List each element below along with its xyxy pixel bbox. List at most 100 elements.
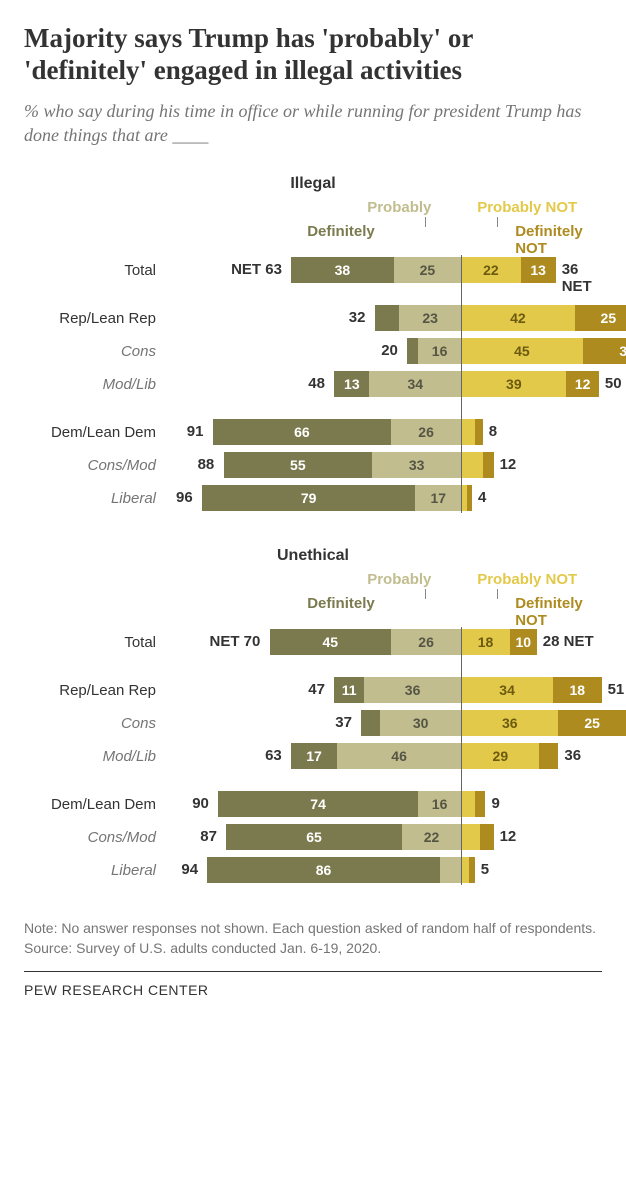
net-right-value: 50 xyxy=(605,375,622,392)
legend: ProbablyProbably NOTDefinitelyDefinitely… xyxy=(24,571,602,623)
chart-row: Cons2016453379 xyxy=(24,336,602,366)
row-label: Rep/Lean Rep xyxy=(24,310,164,327)
bar-segment xyxy=(539,743,558,769)
bar-segment: 10 xyxy=(510,629,537,655)
bar-segment: 46 xyxy=(337,743,461,769)
chart-row: Rep/Lean Rep471136341851 xyxy=(24,675,602,705)
bar-segment xyxy=(361,710,380,736)
row-label: Cons/Mod xyxy=(24,457,164,474)
net-right-value: 12 xyxy=(500,456,517,473)
chart-row: TotalNET 633825221336 NET xyxy=(24,255,602,285)
chart-row: Cons3730362561 xyxy=(24,708,602,738)
net-right-value: 28 NET xyxy=(543,633,594,650)
bar-segment xyxy=(461,857,469,883)
chart-section: IllegalProbablyProbably NOTDefinitelyDef… xyxy=(24,175,602,513)
row-label: Liberal xyxy=(24,862,164,879)
bar-area: 2016453379 xyxy=(164,338,602,364)
row-label: Total xyxy=(24,634,164,651)
bar-segment: 36 xyxy=(461,710,558,736)
bar-area: 88553312 xyxy=(164,452,602,478)
bar-segments: 7917 xyxy=(202,485,472,511)
net-right-value: 36 xyxy=(564,747,581,764)
bar-segment: 65 xyxy=(226,824,402,850)
bar-segment: 18 xyxy=(553,677,602,703)
row-label: Mod/Lib xyxy=(24,748,164,765)
bar-area: 481334391250 xyxy=(164,371,602,397)
bar-area: 6317462936 xyxy=(164,743,602,769)
bar-area: 471136341851 xyxy=(164,677,602,703)
bar-segments: 5533 xyxy=(224,452,494,478)
row-label: Cons xyxy=(24,715,164,732)
net-left-value: 48 xyxy=(308,375,325,392)
bar-segment: 23 xyxy=(399,305,461,331)
bar-segments: 38252213 xyxy=(291,257,556,283)
bar-area: 3730362561 xyxy=(164,710,602,736)
net-right-value: 5 xyxy=(481,861,489,878)
section-title: Unethical xyxy=(24,547,602,565)
bar-segment: 11 xyxy=(334,677,364,703)
bar-segment: 34 xyxy=(461,677,553,703)
bar-area: NET 633825221336 NET xyxy=(164,257,602,283)
bar-segments: 303625 xyxy=(361,710,626,736)
net-left-value: 94 xyxy=(181,861,198,878)
net-right-value: 36 NET xyxy=(562,261,602,295)
legend-definitely: Definitely xyxy=(301,595,381,612)
bar-segment: 29 xyxy=(461,743,539,769)
bar-segment xyxy=(469,857,474,883)
bar-segment: 26 xyxy=(391,629,461,655)
bar-segments: 11363418 xyxy=(334,677,601,703)
legend-probably: Probably xyxy=(361,571,437,588)
rows-container: TotalNET 704526181028 NETRep/Lean Rep471… xyxy=(24,627,602,885)
net-left-value: 32 xyxy=(349,309,366,326)
net-left-value: 87 xyxy=(200,828,217,845)
bar-area: NET 70 45261810 28 NET xyxy=(164,629,602,655)
bar-segment: 18 xyxy=(461,629,510,655)
chart-title: Majority says Trump has 'probably' or 'd… xyxy=(24,22,602,87)
net-left-value: NET 70 xyxy=(210,633,261,650)
legend-tick xyxy=(497,589,498,599)
net-left-value: 96 xyxy=(176,489,193,506)
bar-segment xyxy=(480,824,494,850)
chart-row: Mod/Lib481334391250 xyxy=(24,369,602,399)
bar-segment xyxy=(440,857,462,883)
bar-segment: 45 xyxy=(461,338,583,364)
bar-segment: 55 xyxy=(224,452,373,478)
bar-segment: 16 xyxy=(418,338,461,364)
bar-segment xyxy=(467,485,472,511)
bar-segment: 45 xyxy=(270,629,392,655)
bar-segment: 74 xyxy=(218,791,418,817)
bar-segment: 33 xyxy=(583,338,626,364)
bar-area: 9166268 xyxy=(164,419,602,445)
section-title: Illegal xyxy=(24,175,602,193)
chart-row: Liberal9679174 xyxy=(24,483,602,513)
chart-subtitle: % who say during his time in office or w… xyxy=(24,99,602,148)
chart-row: Cons/Mod88553312 xyxy=(24,450,602,480)
source-text: Source: Survey of U.S. adults conducted … xyxy=(24,939,602,959)
bar-segment: 17 xyxy=(415,485,461,511)
bar-segment: 25 xyxy=(394,257,462,283)
footer-divider xyxy=(24,971,602,972)
net-left-value: 91 xyxy=(187,423,204,440)
net-left-value: 37 xyxy=(335,714,352,731)
bar-segments: 174629 xyxy=(291,743,558,769)
net-right-value: 51 xyxy=(608,681,625,698)
row-label: Rep/Lean Rep xyxy=(24,682,164,699)
bar-segment: 36 xyxy=(364,677,461,703)
bar-area: 9074169 xyxy=(164,791,602,817)
note-block: Note: No answer responses not shown. Eac… xyxy=(24,919,602,958)
net-left-value: 90 xyxy=(192,795,209,812)
rows-container: TotalNET 633825221336 NET Rep/Lean Rep 32 2… xyxy=(24,255,602,513)
bar-segment: 66 xyxy=(213,419,391,445)
center-axis xyxy=(461,627,462,885)
bar-segments: 234225 xyxy=(375,305,626,331)
bar-segment: 25 xyxy=(575,305,626,331)
footer-attribution: PEW RESEARCH CENTER xyxy=(24,982,602,998)
row-label: Dem/Lean Dem xyxy=(24,424,164,441)
bar-segment: 79 xyxy=(202,485,415,511)
legend-probably: Probably xyxy=(361,199,437,216)
chart-row: Liberal94865 xyxy=(24,855,602,885)
row-label: Cons/Mod xyxy=(24,829,164,846)
bar-segment: 38 xyxy=(291,257,394,283)
legend-probably-not: Probably NOT xyxy=(471,571,583,588)
bar-segment xyxy=(483,452,494,478)
